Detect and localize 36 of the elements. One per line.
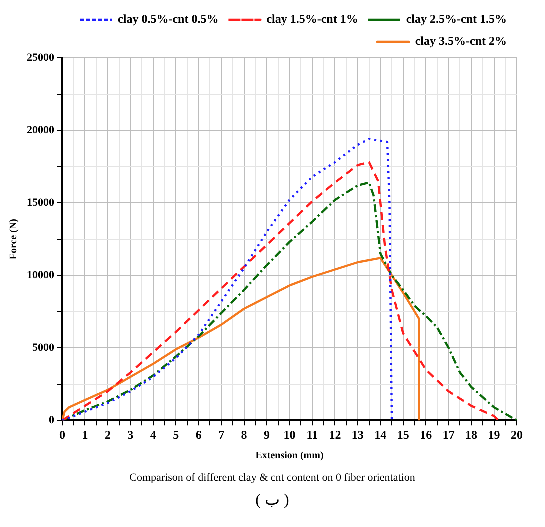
x-tick-label: 10	[284, 428, 296, 442]
legend-label: clay 2.5%-cnt 1.5%	[406, 12, 508, 26]
x-tick-label: 2	[104, 428, 111, 442]
x-tick-label: 20	[511, 428, 523, 442]
y-tick-label: 15000	[27, 196, 55, 209]
y-tick-label: 5000	[32, 342, 55, 354]
x-tick-label: 1	[82, 428, 88, 442]
y-tick-label: 10000	[27, 269, 55, 282]
y-tick-label: 25000	[27, 52, 55, 64]
text: Comparison of different clay & cnt content on 0 fiber orientation	[128, 472, 416, 484]
y-tick-label: 0	[49, 414, 55, 426]
x-axis-title: Extension (mm)	[256, 450, 324, 462]
x-tick-label: 12	[329, 428, 342, 442]
x-tick-label: 17	[442, 428, 455, 442]
x-tick-label: 13	[352, 428, 364, 442]
x-tick-label: 18	[466, 428, 478, 442]
x-tick-label: 9	[264, 428, 270, 442]
x-tick-label: 6	[196, 428, 202, 442]
text: ( ب )	[254, 491, 290, 510]
x-tick-label: 11	[306, 428, 318, 442]
x-tick-label: 16	[420, 428, 432, 442]
x-tick-label: 3	[128, 428, 134, 442]
x-tick-label: 8	[241, 428, 248, 442]
y-tick-label: 20000	[27, 124, 55, 136]
legend-label: clay 1.5%-cnt 1%	[266, 12, 358, 26]
x-tick-label: 19	[488, 428, 500, 442]
y-axis-title: Force (N)	[8, 218, 20, 260]
line-series	[62, 138, 394, 421]
x-tick-label: 15	[397, 428, 410, 442]
legend-label: clay 0.5%-cnt 0.5%	[118, 12, 219, 26]
x-tick-label: 14	[374, 428, 387, 442]
x-tick-label: 0	[60, 428, 66, 442]
x-tick-label: 7	[218, 428, 225, 442]
legend-label: clay 3.5%-cnt 2%	[415, 34, 508, 48]
x-tick-label: 4	[150, 428, 156, 442]
x-tick-label: 5	[173, 428, 180, 442]
